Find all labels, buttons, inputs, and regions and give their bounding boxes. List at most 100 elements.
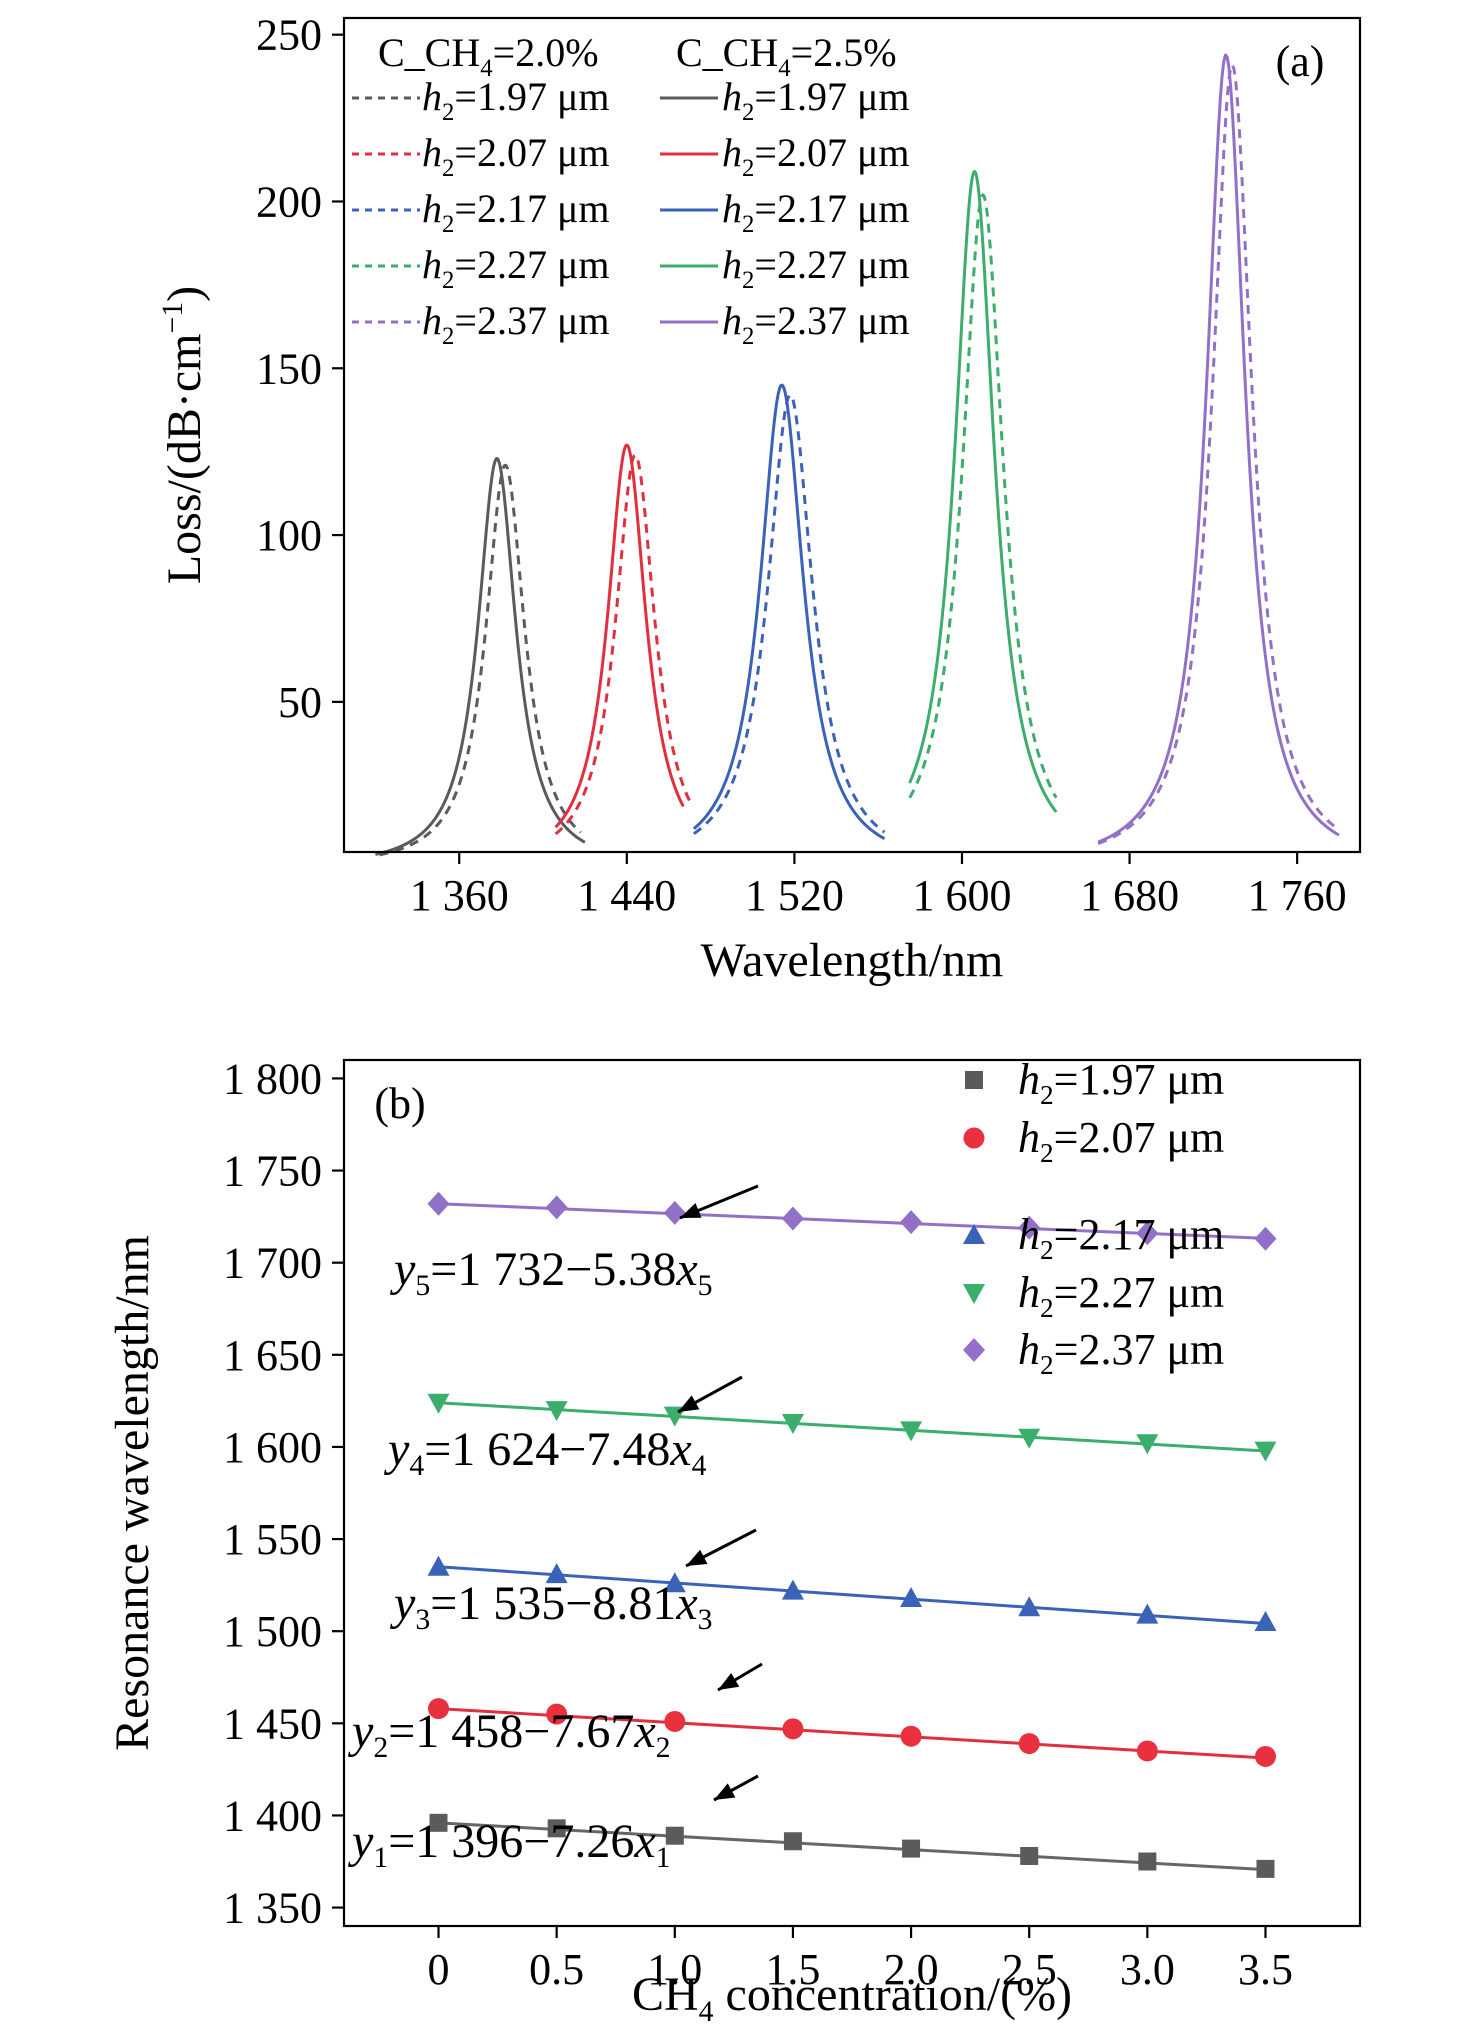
data-point-triangle-down — [1018, 1428, 1041, 1449]
panel-b-fit-lines — [438, 1202, 1266, 1872]
data-point-diamond — [1254, 1226, 1277, 1251]
panel-b-ticks: 0 0.5 1.0 1.5 2.0 2.5 3.0 3.5 1 350 1 400 1 450 1 5… — [223, 1054, 1293, 1994]
panel-a-ytick-label: 200 — [256, 177, 322, 226]
panel-b-xtick-label: 0 — [428, 1945, 450, 1994]
panel-a-xtick-label: 1 680 — [1080, 871, 1179, 920]
fit-line-triangle-down — [438, 1401, 1266, 1453]
equation-arrowhead — [718, 1672, 740, 1690]
legend-entry-label: h2​=2.27 μm — [1018, 1268, 1224, 1323]
equation-label: y5​=1 732−5.38x5​ — [389, 1243, 713, 1302]
data-point-triangle-up — [1136, 1603, 1159, 1624]
data-point-circle — [546, 1703, 568, 1725]
data-point-triangle-up — [427, 1555, 450, 1576]
data-point-square — [429, 1813, 448, 1832]
panel-b-ytick-label: 1 550 — [223, 1515, 322, 1564]
panel-b-equations: y1​=1 396−7.26x1​ y2​=1 458−7.67x2​ y3​=1 … — [347, 1184, 763, 1874]
panel-b-ytick-label: 1 600 — [223, 1423, 322, 1472]
curve-2.07-2.5pct — [554, 443, 685, 829]
panel-a-xtick-label: 1 440 — [577, 871, 676, 920]
panel-b-chart: 0 0.5 1.0 1.5 2.0 2.5 3.0 3.5 1 350 1 400 1 450 1 5… — [106, 1054, 1362, 2028]
legend-entry-label: h2​=2.27 μm — [722, 242, 910, 294]
legend-entry-label: h2​=1.97 μm — [422, 74, 610, 126]
data-point-circle — [1018, 1733, 1040, 1755]
fit-line-circle — [438, 1707, 1266, 1760]
panel-a-curves — [375, 53, 1340, 857]
panel-a-xlabel: Wavelength/nm — [701, 934, 1004, 987]
data-point-triangle-down — [545, 1401, 568, 1422]
legend-marker-square — [965, 1071, 983, 1089]
data-point-diamond — [1136, 1221, 1159, 1246]
panel-b-ytick-label: 1 350 — [223, 1884, 322, 1933]
curve-1.97-2.0pct — [379, 463, 582, 857]
data-point-square — [547, 1819, 566, 1838]
data-point-square — [902, 1839, 921, 1858]
panel-a-xtick-label: 1 600 — [912, 871, 1011, 920]
panel-a-legend-header: C_CH4=2.0% — [378, 30, 599, 82]
legend-marker-triangle-up — [963, 1224, 985, 1244]
legend-entry-label: h2​=2.07 μm — [422, 130, 610, 182]
panel-b-ytick-label: 1 450 — [223, 1699, 322, 1748]
data-point-diamond — [545, 1195, 568, 1220]
data-point-triangle-down — [1254, 1441, 1277, 1462]
curve-2.17-2.0pct — [692, 393, 886, 835]
curve-1.97-2.5pct — [375, 456, 586, 856]
equation-label: y1​=1 396−7.26x1​ — [347, 1815, 671, 1874]
equation-arrowhead — [686, 1549, 708, 1566]
panel-a-xtick-label: 1 360 — [410, 871, 509, 920]
equation-arrowhead — [678, 1395, 700, 1412]
data-point-diamond — [781, 1206, 804, 1231]
equation-label: y3​=1 535−8.81x3​ — [389, 1577, 713, 1636]
fit-line-triangle-up — [438, 1565, 1266, 1626]
data-point-triangle-up — [900, 1587, 923, 1608]
equation-label: y4​=1 624−7.48x4​ — [383, 1423, 707, 1482]
panel-a-ytick-label: 100 — [256, 511, 322, 560]
data-point-triangle-up — [1018, 1596, 1041, 1617]
data-point-circle — [1254, 1745, 1276, 1767]
data-point-triangle-down — [427, 1393, 450, 1414]
panel-b-ytick-label: 1 500 — [223, 1607, 322, 1656]
data-point-triangle-up — [1254, 1610, 1277, 1631]
panel-b-ytick-label: 1 800 — [223, 1054, 322, 1103]
panel-b-xtick-label: 0.5 — [529, 1945, 584, 1994]
panel-a-xtick-label: 1 520 — [745, 871, 844, 920]
panel-b-markers — [427, 1191, 1277, 1878]
data-point-square — [783, 1832, 802, 1851]
curve-2.27-2.5pct — [908, 169, 1058, 813]
data-point-circle — [428, 1698, 450, 1720]
data-point-circle — [1136, 1740, 1158, 1762]
panel-b-xlabel: CH4​ concentration/(%) — [632, 1968, 1072, 2028]
legend-marker-triangle-down — [963, 1284, 985, 1304]
legend-entry-label: h2​=1.97 μm — [722, 74, 910, 126]
legend-entry-label: h2​=1.97 μm — [1018, 1055, 1224, 1110]
equation-arrowhead — [680, 1203, 702, 1218]
panel-a-ytick-label: 50 — [278, 678, 322, 727]
panel-b-ytick-label: 1 650 — [223, 1331, 322, 1380]
legend-marker-diamond — [963, 1338, 985, 1362]
legend-entry-label: h2​=2.07 μm — [722, 130, 910, 182]
equation-arrowhead — [714, 1783, 736, 1800]
panel-b-label: (b) — [374, 1079, 425, 1128]
panel-a-legend-header: C_CH4=2.5% — [676, 30, 897, 82]
data-point-diamond — [900, 1210, 923, 1235]
panel-a-ytick-label: 150 — [256, 344, 322, 393]
legend-entry-label: h2​=2.17 μm — [422, 186, 610, 238]
data-point-square — [1256, 1859, 1275, 1878]
legend-entry-label: h2​=2.07 μm — [1018, 1113, 1224, 1168]
data-point-diamond — [1018, 1215, 1041, 1240]
curve-2.07-2.0pct — [554, 453, 692, 836]
curve-2.37-2.5pct — [1097, 53, 1340, 844]
legend-entry-label: h2​=2.37 μm — [722, 298, 910, 350]
panel-b-xtick-label: 3.0 — [1120, 1945, 1175, 1994]
panel-a-ytick-label: 250 — [256, 11, 322, 60]
panel-b-xtick-label: 2.0 — [884, 1945, 939, 1994]
panel-b-ytick-label: 1 750 — [223, 1147, 322, 1196]
data-point-square — [1020, 1846, 1039, 1865]
panel-a-frame — [342, 16, 1362, 854]
panel-b-xtick-label: 3.5 — [1238, 1945, 1293, 1994]
data-point-square — [665, 1826, 684, 1845]
panel-a-xtick-label: 1 760 — [1248, 871, 1347, 920]
panel-b-xtick-label: 2.5 — [1002, 1945, 1057, 1994]
panel-a-ticks: 1 360 1 440 1 520 1 600 1 680 1 760 50 100 150 20… — [256, 11, 1347, 920]
